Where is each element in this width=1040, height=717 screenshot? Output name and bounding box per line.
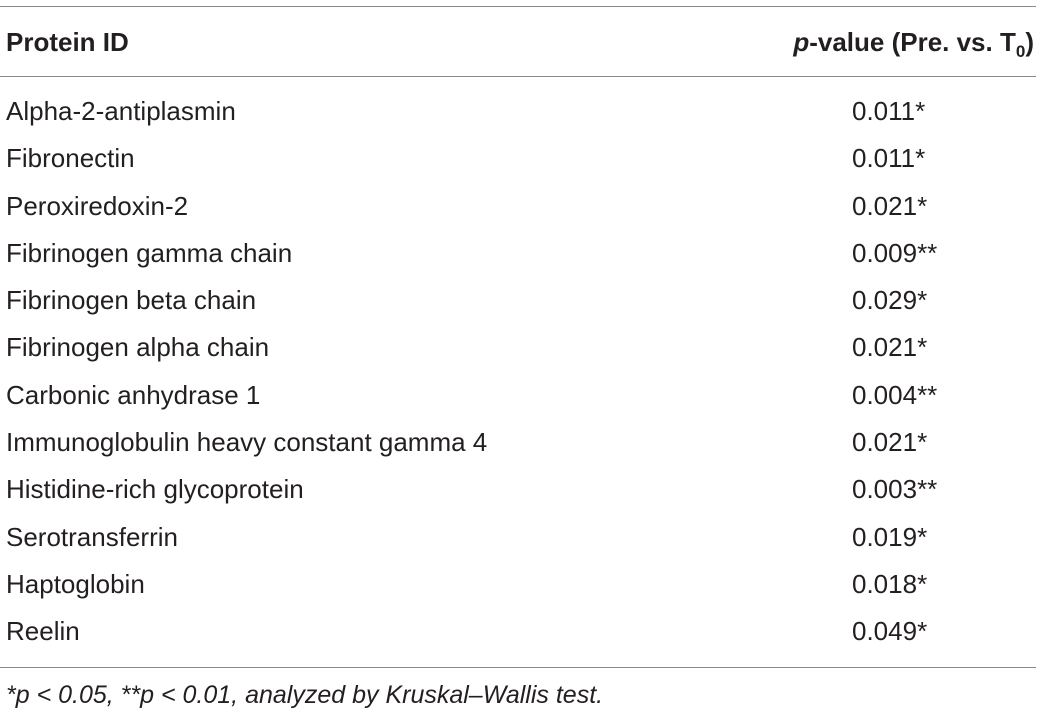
protein-cell: Serotransferrin (6, 521, 178, 552)
table-footnote: *p < 0.05, **p < 0.01, analyzed by Krusk… (6, 681, 604, 709)
protein-cell: Immunoglobulin heavy constant gamma 4 (6, 427, 488, 458)
protein-cell: Fibrinogen gamma chain (6, 237, 293, 268)
table-header-rule (0, 76, 1036, 77)
protein-cell: Haptoglobin (6, 568, 145, 599)
pvalue-cell: 0.004** (852, 379, 938, 410)
protein-cell: Fibrinogen beta chain (6, 285, 257, 316)
table-row: Carbonic anhydrase 1 0.004** (0, 373, 1036, 420)
column-header-pvalue-subscript: 0 (1015, 42, 1026, 61)
column-header-pvalue-italic-p: p (793, 27, 810, 57)
pvalue-cell: 0.021* (852, 427, 928, 458)
column-header-pvalue-close: ) (1025, 27, 1034, 57)
protein-cell: Alpha-2-antiplasmin (6, 96, 236, 126)
table-row: Immunoglobulin heavy constant gamma 4 0.… (0, 420, 1036, 467)
table-row: Fibrinogen beta chain 0.029* (0, 278, 1036, 325)
table-row: Fibrinogen alpha chain 0.021* (0, 325, 1036, 372)
table-row: Alpha-2-antiplasmin 0.011* (0, 89, 1036, 136)
column-header-pvalue: p-value (Pre. vs. T0) (793, 26, 1034, 62)
column-header-pvalue-text: -value (Pre. vs. T (809, 27, 1016, 57)
pvalue-cell: 0.003** (852, 474, 938, 505)
protein-cell: Fibrinogen alpha chain (6, 332, 270, 363)
table-bottom-rule (0, 667, 1036, 668)
pvalue-cell: 0.011* (852, 143, 926, 174)
table-row: Serotransferrin 0.019* (0, 515, 1036, 562)
table-row: Peroxiredoxin-2 0.021* (0, 184, 1036, 231)
table-row: Haptoglobin 0.018* (0, 562, 1036, 609)
pvalue-cell: 0.019* (852, 521, 928, 552)
pvalue-cell: 0.021* (852, 190, 928, 221)
protein-cell: Histidine-rich glycoprotein (6, 474, 304, 505)
pvalue-cell: 0.021* (852, 332, 928, 363)
column-header-protein-id: Protein ID (6, 27, 129, 57)
table-row: Histidine-rich glycoprotein 0.003** (0, 467, 1036, 514)
table-row: Fibrinogen gamma chain 0.009** (0, 231, 1036, 278)
pvalue-cell: 0.009** (852, 237, 938, 268)
table-row: Fibronectin 0.011* (0, 136, 1036, 183)
protein-cell: Carbonic anhydrase 1 (6, 379, 261, 410)
protein-cell: Fibronectin (6, 143, 135, 174)
pvalue-cell: 0.011* (852, 96, 926, 126)
table-body: Alpha-2-antiplasmin 0.011* Fibronectin 0… (0, 89, 1036, 657)
pvalue-cell: 0.018* (852, 568, 928, 599)
table-top-rule (0, 6, 1036, 7)
table-row: Reelin 0.049* (0, 609, 1036, 656)
protein-cell: Peroxiredoxin-2 (6, 190, 189, 221)
pvalue-cell: 0.049* (852, 616, 928, 647)
protein-cell: Reelin (6, 616, 80, 647)
pvalue-cell: 0.029* (852, 285, 928, 316)
